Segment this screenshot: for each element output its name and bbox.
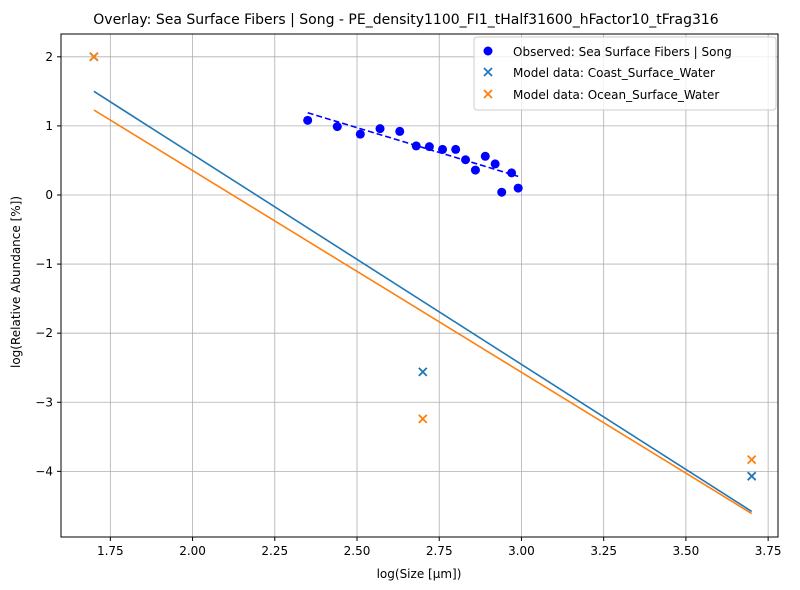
legend-marker (483, 67, 493, 77)
fit-line (93, 90, 753, 513)
y-tick-label: 1 (45, 119, 53, 133)
x-tick-label: 2.75 (426, 544, 453, 558)
fit-line (93, 109, 753, 515)
data-point-series-0 (332, 122, 342, 132)
data-point-series-1 (418, 367, 428, 377)
data-point-series-2 (747, 454, 757, 465)
grid (61, 34, 778, 537)
data-point-series-0 (451, 144, 461, 154)
x-tick-label: 2.25 (261, 544, 288, 558)
data-point-series-0 (424, 142, 434, 152)
y-tick-label: −2 (35, 326, 53, 340)
x-tick-label: 3.25 (590, 544, 617, 558)
legend-marker (483, 89, 493, 99)
x-axis-ticks: 1.75 2.00 2.25 2.50 2.75 3.00 3.25 3.50 3.75 (97, 537, 782, 558)
data-point-series-0 (507, 168, 517, 178)
chart-title: Overlay: Sea Surface Fibers | Song - PE_… (93, 12, 719, 28)
legend-markers (483, 46, 493, 99)
data-point-series-0 (480, 151, 490, 161)
data-point-series-0 (470, 165, 480, 175)
data-point-series-0 (461, 155, 471, 165)
y-axis-label: log(Relative Abundance [%]) (9, 196, 23, 368)
plot-area-frame (60, 33, 779, 538)
legend-label-coast: Model data: Coast_Surface_Water (513, 66, 715, 80)
y-tick-label: −4 (35, 464, 53, 478)
data-points (89, 52, 757, 481)
data-point-series-0 (497, 187, 507, 197)
legend-marker (483, 46, 493, 56)
data-point-series-0 (375, 124, 385, 134)
data-point-series-2 (418, 414, 428, 424)
y-tick-label: 0 (45, 188, 53, 202)
y-tick-label: −1 (35, 257, 53, 271)
legend: Observed: Sea Surface Fibers | Song Mode… (473, 36, 777, 111)
data-point-series-0 (411, 141, 421, 151)
y-axis-ticks: 2 1 0 −1 −2 −3 −4 (35, 50, 61, 478)
data-point-series-0 (303, 115, 313, 125)
x-tick-label: 3.00 (508, 544, 535, 558)
data-point-series-1 (747, 471, 757, 481)
y-tick-label: −3 (35, 395, 53, 409)
legend-box (473, 36, 777, 111)
y-tick-label: 2 (45, 50, 53, 64)
data-point-series-2 (89, 52, 99, 62)
data-point-series-0 (490, 159, 500, 169)
x-tick-label: 1.75 (97, 544, 124, 558)
legend-label-ocean: Model data: Ocean_Surface_Water (513, 88, 719, 102)
data-point-series-0 (395, 126, 405, 136)
x-tick-label: 2.50 (344, 544, 371, 558)
legend-label-observed: Observed: Sea Surface Fibers | Song (513, 45, 732, 59)
data-point-series-0 (513, 183, 523, 193)
x-tick-label: 2.00 (179, 544, 206, 558)
x-tick-label: 3.50 (673, 544, 700, 558)
x-tick-label: 3.75 (755, 544, 782, 558)
data-point-series-0 (355, 129, 365, 139)
data-point-series-0 (438, 144, 448, 154)
x-axis-label: log(Size [μm]) (377, 567, 462, 581)
